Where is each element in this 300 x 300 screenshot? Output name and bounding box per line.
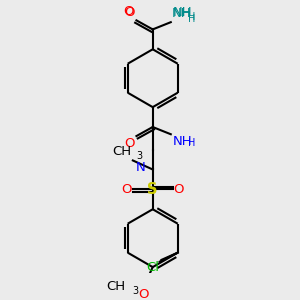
- Text: O: O: [123, 5, 134, 18]
- Text: Cl: Cl: [147, 261, 160, 274]
- Text: H: H: [188, 12, 195, 22]
- Text: O: O: [122, 183, 132, 196]
- Text: NH: NH: [172, 135, 192, 148]
- Text: O: O: [124, 6, 135, 19]
- Text: 3: 3: [136, 152, 142, 161]
- Text: N: N: [136, 161, 146, 174]
- Text: CH: CH: [112, 145, 131, 158]
- Text: O: O: [173, 183, 184, 196]
- Text: H: H: [188, 138, 195, 148]
- Text: O: O: [124, 137, 135, 150]
- Text: H: H: [188, 14, 195, 24]
- Text: S: S: [148, 182, 158, 197]
- Text: CH: CH: [106, 280, 126, 293]
- Text: 3: 3: [132, 286, 138, 296]
- Text: NH: NH: [172, 8, 191, 20]
- Text: NH: NH: [172, 7, 192, 20]
- Text: O: O: [138, 288, 149, 300]
